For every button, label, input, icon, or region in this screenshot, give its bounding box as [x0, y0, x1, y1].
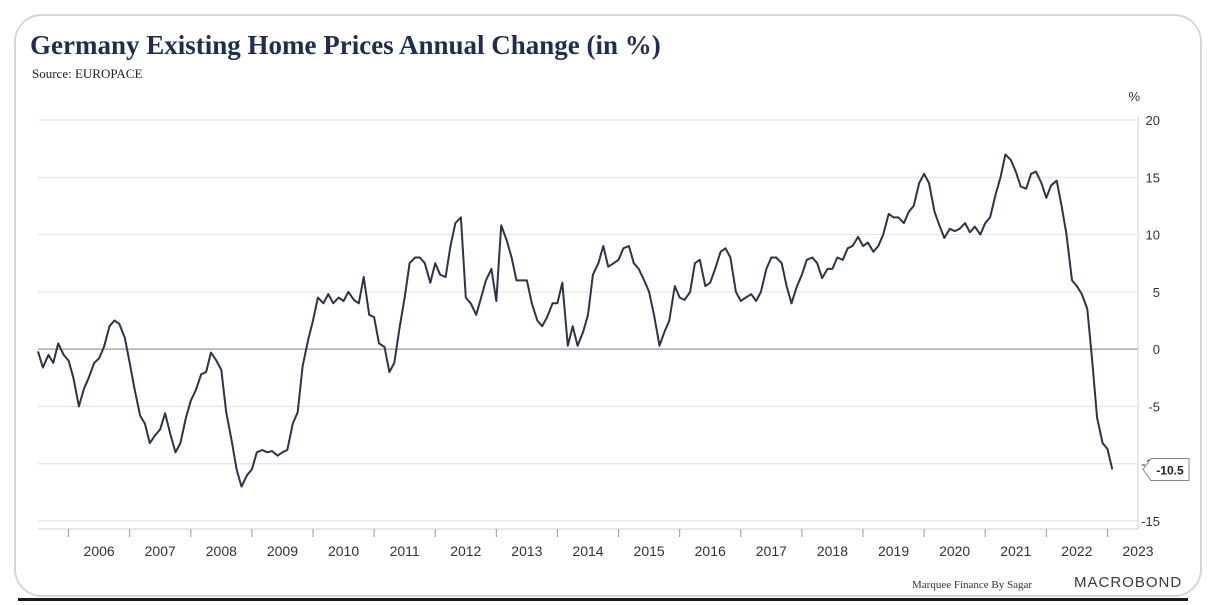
bottom-rule	[18, 598, 1188, 601]
x-tick-label: 2023	[1122, 543, 1153, 559]
axes	[38, 115, 1139, 530]
x-tick-label: 2017	[756, 543, 787, 559]
x-tick-label: 2016	[695, 543, 726, 559]
chart-card	[14, 14, 1202, 597]
x-tick-label: 2009	[267, 543, 298, 559]
last-value-label: -10.5	[1156, 463, 1184, 477]
chart-source: Source: EUROPACE	[32, 66, 143, 81]
x-tick-label: 2011	[390, 543, 420, 559]
chart-title: Germany Existing Home Prices Annual Chan…	[30, 30, 661, 60]
x-tick-label: 2014	[572, 543, 603, 559]
x-tick-label: 2007	[145, 543, 176, 559]
x-tick-label: 2013	[511, 543, 542, 559]
x-tick-label: 2008	[206, 543, 237, 559]
series-layer	[37, 153, 1114, 488]
x-tick-label: 2010	[328, 543, 359, 559]
y-tick-label: -5	[1148, 399, 1160, 414]
x-tick-label: 2020	[939, 543, 970, 559]
x-tick-label: 2015	[634, 543, 665, 559]
x-tick-label: 2006	[84, 543, 115, 559]
last-value-callout: -10.5	[1142, 457, 1190, 481]
y-tick-label: 15	[1146, 170, 1160, 185]
x-tick-label: 2018	[817, 543, 848, 559]
series-line	[37, 153, 1114, 488]
y-tick-label: 10	[1146, 228, 1160, 243]
macrobond-logo: MACROBOND	[1074, 574, 1183, 591]
y-tick-label: 5	[1153, 285, 1160, 300]
footer-credit: Marquee Finance By Sagar	[912, 579, 1033, 591]
x-axis-ticks: 2006 2007 2008 2009 2010 2011 2012 2013 2014 2015…	[68, 529, 1154, 559]
y-tick-label: -15	[1141, 514, 1160, 529]
y-tick-label: 0	[1153, 342, 1160, 357]
x-tick-label: 2022	[1061, 543, 1092, 559]
y-axis-unit: %	[1128, 89, 1140, 104]
x-tick-label: 2012	[450, 543, 481, 559]
y-tick-label: 20	[1146, 113, 1160, 128]
grid-lines	[38, 119, 1138, 522]
last-value-box	[1142, 457, 1190, 481]
x-tick-label: 2021	[1000, 543, 1031, 559]
x-tick-label: 2019	[878, 543, 909, 559]
